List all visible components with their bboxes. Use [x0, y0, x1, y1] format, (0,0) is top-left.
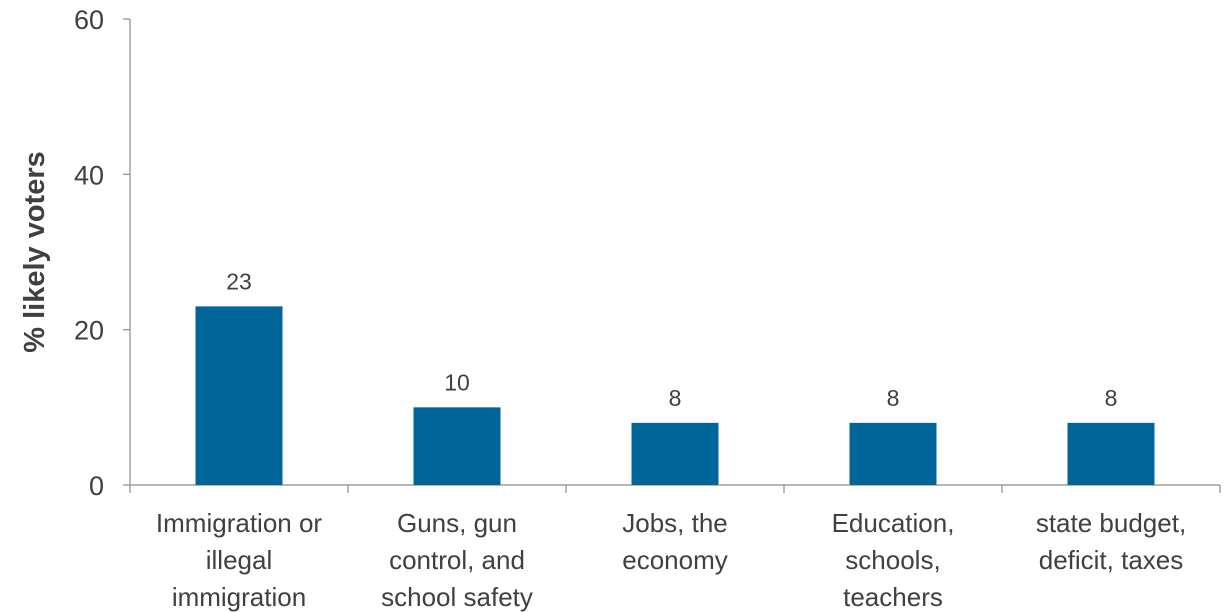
x-tick-label: state budget, deficit, taxes	[1036, 508, 1186, 575]
data-labels: 23 10 8 8 8	[226, 268, 1117, 411]
y-axis-label: % likely voters	[19, 151, 51, 353]
y-tick-label: 60	[74, 5, 104, 35]
bar	[413, 407, 501, 485]
bar	[631, 422, 719, 485]
bar	[849, 422, 937, 485]
data-label: 8	[1105, 385, 1118, 411]
bars	[195, 306, 1155, 485]
y-tick-label: 20	[74, 316, 104, 346]
bar	[195, 306, 283, 485]
x-tick-label: Guns, gun control, and school safety	[381, 508, 533, 612]
y-axis: 0 20 40 60	[74, 5, 131, 501]
data-label: 8	[669, 385, 682, 411]
y-tick-label: 40	[74, 160, 104, 190]
y-tick-label: 0	[89, 471, 104, 501]
x-tick-label: Education, schools, teachers	[832, 508, 955, 612]
data-label: 10	[444, 369, 470, 395]
bar	[1067, 422, 1155, 485]
x-axis: Immigration or illegal immigration Guns, gu…	[129, 484, 1221, 612]
x-tick-label: Jobs, the economy	[622, 508, 728, 575]
data-label: 23	[226, 268, 252, 294]
x-tick-label: Immigration or illegal immigration	[156, 508, 322, 612]
data-label: 8	[887, 385, 900, 411]
